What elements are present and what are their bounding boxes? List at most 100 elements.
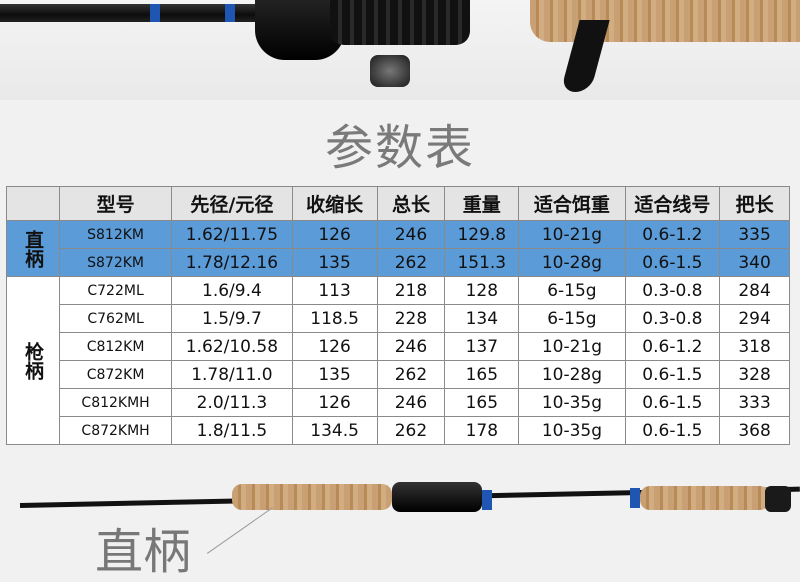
- cork-handle: [530, 0, 800, 42]
- table-cell: 1.78/11.0: [171, 360, 293, 389]
- table-row: 直柄 S812KM 1.62/11.75 126 246 129.8 10-21g 0.6-1…: [6, 220, 790, 277]
- rod-blank: [0, 4, 270, 22]
- model-cell: S812KM: [58, 220, 173, 249]
- table-cell: 10-21g: [518, 332, 626, 361]
- model-cell: C872KM: [58, 360, 173, 389]
- table-cell: 118.5: [291, 304, 378, 333]
- rod-band: [225, 4, 235, 22]
- table-cell: 1.62/11.75: [171, 220, 293, 249]
- model-cell: C812KM: [58, 332, 173, 361]
- table-cell: 246: [376, 220, 446, 249]
- table-cell: 0.6-1.5: [624, 388, 721, 417]
- cork-handle: [232, 484, 392, 510]
- table-cell: 246: [376, 388, 446, 417]
- column-header: 先径/元径: [171, 186, 293, 221]
- table-cell: 0.6-1.5: [624, 416, 721, 445]
- table-cell: 135: [291, 360, 378, 389]
- table-cell: 218: [376, 276, 446, 305]
- column-header: 型号: [58, 186, 173, 221]
- model-cell: C812KMH: [58, 388, 173, 417]
- table-cell: 1.78/12.16: [171, 248, 293, 277]
- table-cell: 340: [719, 248, 790, 277]
- reel-seat: [392, 482, 482, 512]
- model-cell: C722ML: [58, 276, 173, 305]
- table-cell: 165: [444, 388, 520, 417]
- rod-band: [482, 490, 492, 510]
- table-cell: 294: [719, 304, 790, 333]
- casting-rod-photo: [0, 0, 800, 100]
- group-label: 直柄: [6, 220, 60, 277]
- column-header: 适合线号: [624, 186, 721, 221]
- page-title: 参数表: [324, 120, 475, 176]
- table-cell: 1.5/9.7: [171, 304, 293, 333]
- table-row: C762ML 1.5/9.7 118.5 228 134 6-15g 0.3-0.8 294: [7, 304, 790, 333]
- model-cell: S872KM: [58, 248, 173, 277]
- table-cell: 2.0/11.3: [171, 388, 293, 417]
- table-cell: 0.6-1.2: [624, 220, 721, 249]
- table-cell: 328: [719, 360, 790, 389]
- column-header: 把长: [719, 186, 790, 221]
- rod-band: [150, 4, 160, 22]
- butt-cap: [765, 486, 791, 512]
- table-cell: 178: [444, 416, 520, 445]
- table-cell: 246: [376, 332, 446, 361]
- table-cell: 126: [291, 332, 378, 361]
- table-cell: 129.8: [444, 220, 520, 249]
- table-cell: 10-28g: [518, 248, 626, 277]
- table-row: C812KM 1.62/10.58 126 246 137 10-21g 0.6-1.2 31…: [7, 332, 790, 361]
- table-cell: 0.6-1.5: [624, 360, 721, 389]
- table-cell: 368: [719, 416, 790, 445]
- table-cell: 1.6/9.4: [171, 276, 293, 305]
- column-header: 重量: [444, 186, 520, 221]
- column-header: [6, 186, 60, 221]
- table-cell: 0.3-0.8: [624, 276, 721, 305]
- table-cell: 333: [719, 388, 790, 417]
- table-cell: 126: [291, 220, 378, 249]
- grip: [330, 0, 470, 45]
- table-cell: 113: [291, 276, 378, 305]
- table-row: S872KM 1.78/12.16 135 262 151.3 10-28g 0.6-1.5…: [7, 248, 790, 277]
- table-row: C812KMH 2.0/11.3 126 246 165 10-35g 0.6-1.5 333: [7, 388, 790, 417]
- table-cell: 335: [719, 220, 790, 249]
- group-label: 枪柄: [6, 276, 60, 445]
- table-cell: 10-21g: [518, 220, 626, 249]
- table-cell: 135: [291, 248, 378, 277]
- table-cell: 128: [444, 276, 520, 305]
- table-cell: 151.3: [444, 248, 520, 277]
- table-cell: 10-35g: [518, 388, 626, 417]
- table-cell: 165: [444, 360, 520, 389]
- table-cell: 262: [376, 416, 446, 445]
- cork-handle: [640, 486, 770, 510]
- reel-seat-knob: [370, 55, 410, 87]
- table-cell: 284: [719, 276, 790, 305]
- model-cell: C872KMH: [58, 416, 173, 445]
- grip-type-label: 直柄: [95, 524, 192, 580]
- model-cell: C762ML: [58, 304, 173, 333]
- table-row: C872KMH 1.8/11.5 134.5 262 178 10-35g 0.6-1.5 3…: [7, 416, 790, 445]
- table-header: 型号 先径/元径 收缩长 总长 重量 适合饵重 适合线号 把长: [6, 186, 790, 221]
- column-header: 收缩长: [291, 186, 378, 221]
- table-cell: 6-15g: [518, 276, 626, 305]
- table-cell: 1.62/10.58: [171, 332, 293, 361]
- column-header: 适合饵重: [518, 186, 626, 221]
- table-cell: 0.6-1.5: [624, 248, 721, 277]
- table-cell: 6-15g: [518, 304, 626, 333]
- table-cell: 1.8/11.5: [171, 416, 293, 445]
- table-row: 枪柄 C722ML 1.6/9.4 113 218 128 6-15g 0.3-0.8 284: [6, 276, 790, 445]
- table-cell: 10-35g: [518, 416, 626, 445]
- table-cell: 126: [291, 388, 378, 417]
- table-cell: 10-28g: [518, 360, 626, 389]
- table-cell: 228: [376, 304, 446, 333]
- table-cell: 137: [444, 332, 520, 361]
- table-cell: 134.5: [291, 416, 378, 445]
- table-cell: 0.6-1.2: [624, 332, 721, 361]
- spec-table: 型号 先径/元径 收缩长 总长 重量 适合饵重 适合线号 把长 直柄 S812KM 1.62/11…: [6, 186, 790, 445]
- table-cell: 262: [376, 360, 446, 389]
- table-row: C872KM 1.78/11.0 135 262 165 10-28g 0.6-1.5 328: [7, 360, 790, 389]
- table-cell: 0.3-0.8: [624, 304, 721, 333]
- table-cell: 262: [376, 248, 446, 277]
- table-cell: 318: [719, 332, 790, 361]
- column-header: 总长: [376, 186, 446, 221]
- rod-band: [630, 488, 640, 508]
- table-cell: 134: [444, 304, 520, 333]
